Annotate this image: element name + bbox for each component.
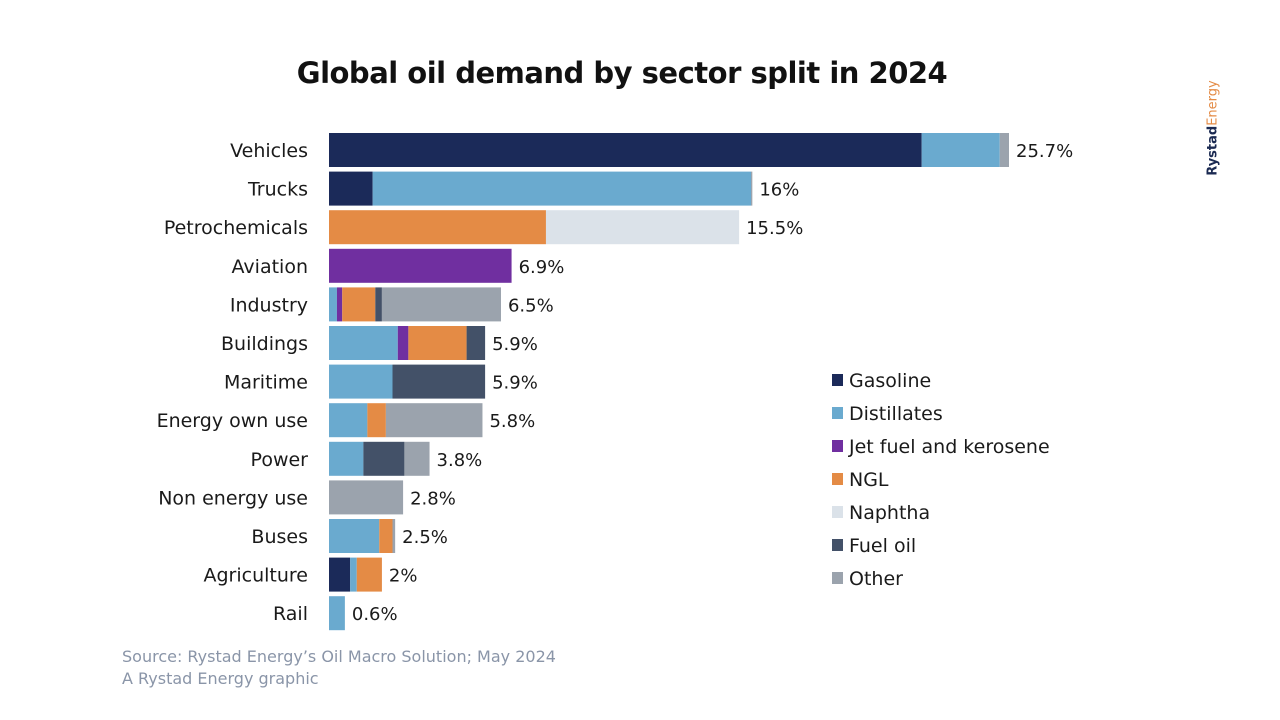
bar-segment-petrochemicals-ngl — [329, 210, 546, 245]
bar-segment-industry-fuel-oil — [375, 287, 382, 322]
value-label: 15.5% — [746, 218, 803, 239]
legend-swatch-distillates — [832, 407, 843, 419]
source-note: Source: Rystad Energy’s Oil Macro Soluti… — [122, 647, 556, 666]
category-label: Buses — [251, 526, 308, 548]
credit-note: A Rystad Energy graphic — [122, 669, 319, 688]
bar-segment-buildings-ngl — [408, 326, 467, 360]
category-label: Non energy use — [158, 487, 308, 509]
category-label: Maritime — [224, 372, 308, 394]
legend-swatch-fuel-oil — [832, 539, 843, 551]
legend-label-gasoline: Gasoline — [849, 370, 931, 392]
bar-segment-maritime-distillates — [329, 364, 393, 399]
bar-segment-energy-own-use-other — [385, 403, 483, 438]
bar-segment-aviation-jet-fuel-and-kerosene — [329, 248, 512, 283]
bar-segment-industry-distillates — [329, 287, 337, 322]
legend-label-distillates: Distillates — [849, 403, 943, 425]
value-labels: 25.7% 16% 15.5% 6.9% 6.5% 5.9% 5.9% 5.8% 3.8% 2.8… — [352, 141, 1073, 625]
bar-segment-power-fuel-oil — [363, 441, 405, 476]
bar-segment-industry-jet-fuel-and-kerosene — [336, 287, 343, 322]
bar-segment-petrochemicals-naphtha — [545, 210, 740, 245]
bar-segment-trucks-gasoline — [329, 171, 373, 206]
bar-segment-vehicles-gasoline — [329, 133, 922, 167]
bar-segment-buildings-fuel-oil — [466, 326, 486, 360]
category-label: Agriculture — [204, 565, 309, 587]
bar-segment-trucks-other — [751, 171, 753, 206]
bar-segment-power-other — [404, 441, 430, 476]
bar-segment-industry-other — [381, 287, 501, 322]
category-label: Industry — [230, 294, 308, 316]
legend-label-jet-fuel-and-kerosene: Jet fuel and kerosene — [848, 436, 1050, 458]
bar-segment-vehicles-other — [999, 133, 1009, 167]
value-label: 6.9% — [519, 257, 565, 278]
legend-label-naphtha: Naphtha — [849, 502, 930, 524]
chart-title: Global oil demand by sector split in 202… — [296, 56, 948, 90]
bar-segment-buildings-distillates — [329, 326, 398, 360]
category-label: Power — [251, 449, 309, 471]
bar-segment-rail-distillates — [329, 596, 345, 631]
category-label: Petrochemicals — [164, 217, 308, 239]
value-label: 0.6% — [352, 604, 398, 625]
legend-swatch-naphtha — [832, 506, 843, 518]
legend-label-other: Other — [849, 568, 903, 590]
value-label: 2.5% — [402, 527, 448, 548]
bar-segment-buildings-jet-fuel-and-kerosene — [397, 326, 409, 360]
value-label: 6.5% — [508, 295, 554, 316]
value-label: 5.8% — [489, 411, 535, 432]
bar-segment-industry-ngl — [342, 287, 376, 322]
bar-segment-non-energy-use-other — [329, 480, 404, 515]
bar-segment-vehicles-distillates — [921, 133, 1000, 167]
category-label: Buildings — [221, 333, 308, 355]
legend-swatch-jet-fuel-and-kerosene — [832, 440, 843, 452]
bar-segment-energy-own-use-ngl — [367, 403, 386, 438]
bar-segment-maritime-fuel-oil — [392, 364, 486, 399]
category-label: Energy own use — [157, 410, 308, 432]
bar-segment-trucks-distillates — [372, 171, 752, 206]
value-label: 2% — [389, 566, 418, 587]
legend: Gasoline Distillates Jet fuel and kerosene… — [832, 370, 1050, 590]
value-label: 16% — [759, 180, 799, 201]
legend-swatch-ngl — [832, 473, 843, 485]
bar-segment-buses-other — [392, 519, 396, 553]
value-label: 5.9% — [492, 334, 538, 355]
bar-segment-power-distillates — [329, 441, 364, 476]
value-label: 3.8% — [437, 450, 483, 471]
value-label: 25.7% — [1016, 141, 1073, 162]
category-label: Aviation — [232, 256, 308, 278]
value-label: 5.9% — [492, 373, 538, 394]
legend-label-ngl: NGL — [849, 469, 889, 491]
bar-segment-energy-own-use-distillates — [329, 403, 368, 438]
bar-segment-agriculture-ngl — [356, 557, 382, 592]
bars-layer — [329, 133, 1009, 631]
bar-segment-agriculture-gasoline — [329, 557, 351, 592]
bar-segment-buses-distillates — [329, 519, 380, 553]
value-label: 2.8% — [410, 488, 456, 509]
legend-label-fuel-oil: Fuel oil — [849, 535, 916, 557]
category-labels: Vehicles Trucks Petrochemicals Aviation Indu… — [157, 140, 309, 625]
legend-swatch-other — [832, 572, 843, 584]
bar-segment-agriculture-distillates — [350, 557, 357, 592]
category-label: Vehicles — [230, 140, 308, 162]
legend-swatch-gasoline — [832, 374, 843, 386]
category-label: Trucks — [247, 179, 308, 201]
bar-segment-buses-ngl — [379, 519, 393, 553]
category-label: Rail — [273, 603, 308, 625]
